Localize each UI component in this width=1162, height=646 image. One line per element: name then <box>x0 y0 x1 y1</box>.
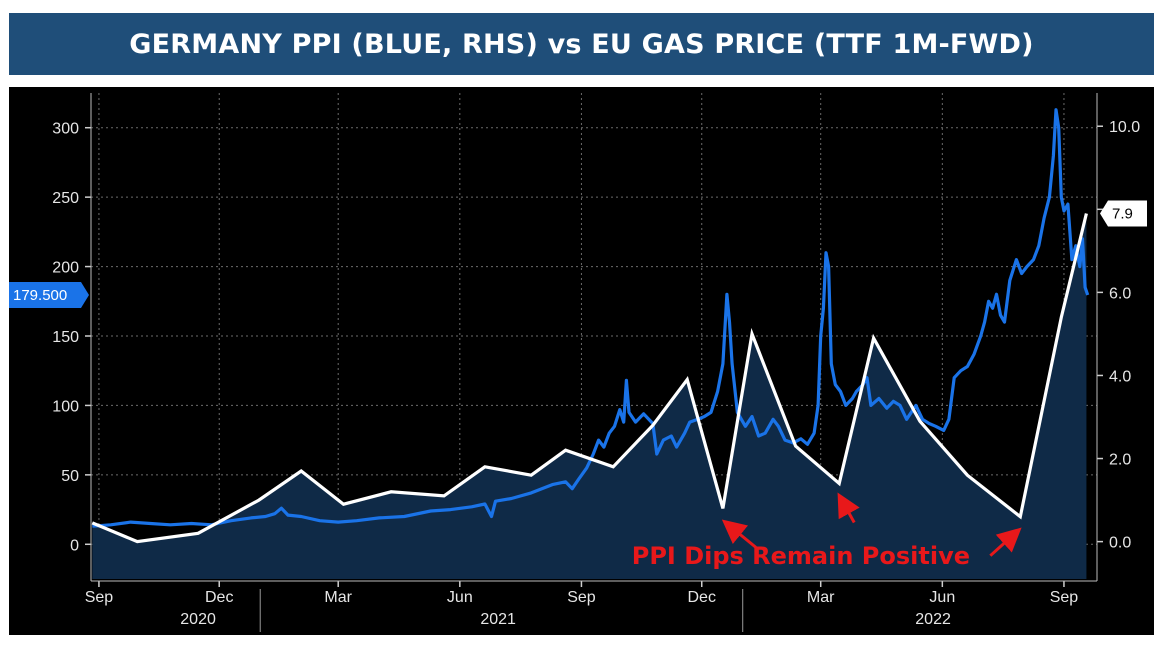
chart-title: GERMANY PPI (BLUE, RHS) vs EU GAS PRICE … <box>9 13 1154 75</box>
chart-area: 0 50 100 150 200 250 300 0.0 2.0 4.0 6.0 10.0 Sep Dec… <box>9 87 1154 635</box>
annotation-text: PPI Dips Remain Positive <box>632 542 970 570</box>
right-tick-label: 4.0 <box>1109 368 1131 385</box>
x-tick-label: Dec <box>688 589 716 606</box>
left-tick-label: 150 <box>52 329 79 346</box>
left-tick-label: 250 <box>52 190 79 207</box>
right-tick-label: 2.0 <box>1109 452 1131 469</box>
year-label: 2022 <box>915 611 951 628</box>
x-tick-label: Sep <box>85 589 114 606</box>
right-tick-label: 10.0 <box>1109 119 1140 136</box>
x-tick-label: Mar <box>807 589 835 606</box>
x-tick-label: Sep <box>567 589 596 606</box>
x-tick-label: Mar <box>324 589 352 606</box>
x-tick-label: Sep <box>1050 589 1079 606</box>
axes-layer: 0 50 100 150 200 250 300 0.0 2.0 4.0 6.0 10.0 Sep Dec… <box>9 93 1147 632</box>
right-tick-label: 6.0 <box>1109 285 1131 302</box>
series-layer <box>91 108 1090 579</box>
annotation-arrow <box>837 492 860 524</box>
right-last-value-label: 7.9 <box>1112 205 1133 222</box>
right-tick-label: 0.0 <box>1109 535 1131 552</box>
gas-price-line <box>92 108 1090 528</box>
left-tick-label: 50 <box>61 468 79 485</box>
left-last-value-tag <box>9 282 89 309</box>
year-label: 2021 <box>480 611 516 628</box>
left-tick-label: 100 <box>52 398 79 415</box>
left-last-value-label: 179.500 <box>13 287 67 304</box>
annotation-arrow <box>989 527 1022 557</box>
left-tick-label: 0 <box>70 537 79 554</box>
annotation-arrow <box>721 519 757 549</box>
annotation-layer: PPI Dips Remain Positive <box>632 492 1022 570</box>
left-tick-label: 300 <box>52 121 79 138</box>
right-last-value-tag <box>1100 200 1147 227</box>
ppi-area-fill <box>92 213 1087 579</box>
left-tick-label: 200 <box>52 260 79 277</box>
x-tick-label: Jun <box>929 589 955 606</box>
year-label: 2020 <box>180 611 216 628</box>
x-tick-label: Jun <box>447 589 473 606</box>
ppi-line <box>91 213 1088 544</box>
chart-svg: 0 50 100 150 200 250 300 0.0 2.0 4.0 6.0 10.0 Sep Dec… <box>9 87 1154 635</box>
x-tick-label: Dec <box>205 589 233 606</box>
